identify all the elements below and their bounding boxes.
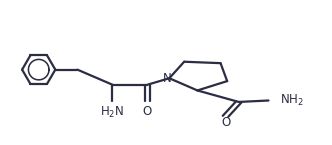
Text: N: N xyxy=(163,72,172,85)
Text: O: O xyxy=(221,116,230,129)
Text: O: O xyxy=(143,105,152,118)
Text: NH$_2$: NH$_2$ xyxy=(280,93,304,108)
Text: H$_2$N: H$_2$N xyxy=(100,105,124,120)
